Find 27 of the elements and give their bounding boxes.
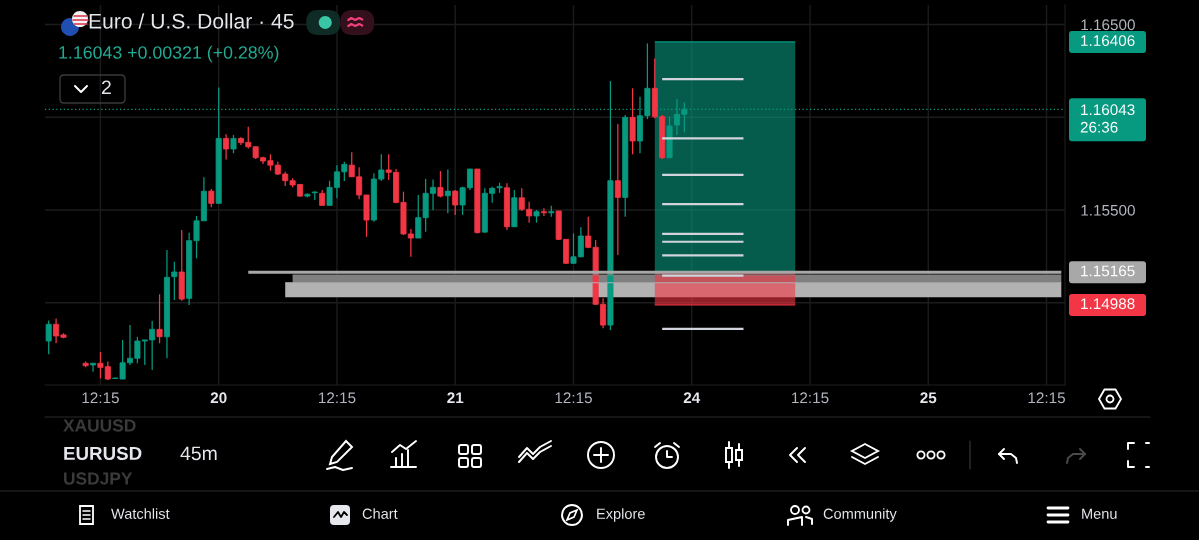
x-tick-label: 12:15: [792, 392, 829, 404]
text: XAUUSD: [63, 419, 136, 432]
x-tick-label: 21: [447, 392, 464, 404]
series-label: 1.15165: [1081, 265, 1135, 277]
text: 45m: [180, 446, 217, 461]
chart-title: Euro / U.S. Dollar · 45: [89, 13, 294, 29]
text: 1.14988: [1081, 298, 1135, 310]
annotation: 2: [101, 80, 111, 95]
ref-line-label: 1.16043 26:36: [1080, 104, 1135, 133]
y-tick-label: 1.15500: [1081, 204, 1135, 216]
y-tick-label: 1.16500: [1081, 19, 1135, 31]
x-tick-label: 12:15: [319, 392, 356, 404]
text: Explore: [597, 508, 645, 522]
text: Watchlist: [111, 508, 170, 519]
x-tick-label: 12:15: [555, 392, 592, 404]
text: Community: [823, 508, 897, 522]
text: 1.16406: [1081, 35, 1135, 47]
text: USDJPY: [64, 472, 133, 485]
text: 1.16043 +0.00321 (+0.28%): [59, 45, 279, 63]
x-tick-label: 12:15: [82, 392, 119, 404]
x-tick-label: 20: [210, 392, 227, 404]
x-tick-label: 25: [920, 392, 937, 404]
text: Menu: [1082, 508, 1117, 519]
x-tick-label: 12:15: [1028, 392, 1065, 404]
text: Chart: [362, 508, 398, 519]
x-tick-label: 24: [683, 392, 701, 404]
text: EURUSD: [64, 446, 142, 461]
